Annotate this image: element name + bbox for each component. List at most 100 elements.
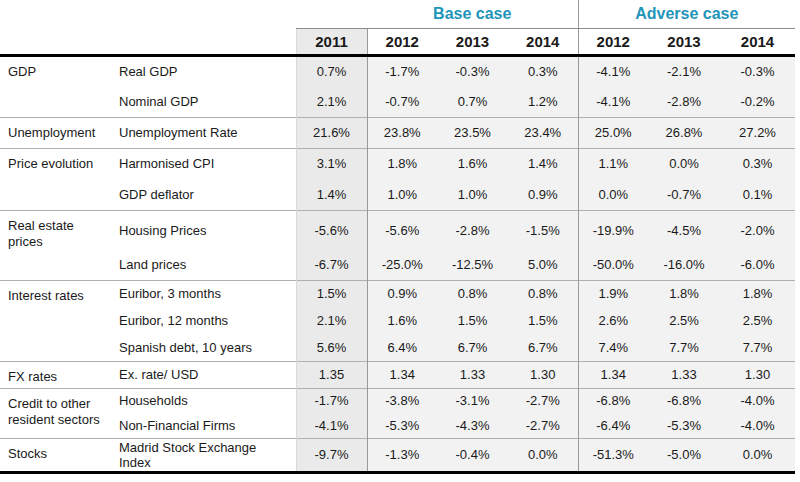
value-cell: 0.9%	[367, 280, 437, 307]
adverse-case-header: Adverse case	[578, 0, 795, 28]
year-header-adverse-2012: 2012	[578, 28, 648, 55]
indicator-label: Madrid Stock Exchange Index	[113, 438, 296, 472]
value-cell: -6.0%	[720, 250, 795, 280]
value-cell: 27.2%	[720, 117, 795, 148]
indicator-label: Real GDP	[113, 55, 296, 86]
value-cell: 2.5%	[648, 307, 720, 334]
value-cell: -1.7%	[367, 55, 437, 86]
scenario-header-row: Base case Adverse case	[0, 0, 795, 28]
value-cell: -6.4%	[578, 413, 648, 438]
value-cell: -0.7%	[367, 86, 437, 117]
year-header-base-2013: 2013	[437, 28, 508, 55]
value-cell: -5.3%	[648, 413, 720, 438]
table-header: Base case Adverse case 2011 2012 2013 20…	[0, 0, 795, 55]
table-body: GDPReal GDP0.7%-1.7%-0.3%0.3%-4.1%-2.1%-…	[0, 55, 795, 472]
category-label: Interest rates	[0, 280, 113, 361]
value-cell: -4.0%	[720, 413, 795, 438]
value-cell: 1.4%	[296, 179, 367, 210]
value-cell: 2.5%	[720, 307, 795, 334]
year-header-row: 2011 2012 2013 2014 2012 2013 2014	[0, 28, 795, 55]
value-cell: -2.8%	[437, 210, 508, 250]
value-cell: -12.5%	[437, 250, 508, 280]
value-cell: 1.34	[367, 361, 437, 388]
table-row: Euribor, 12 months2.1%1.6%1.5%1.5%2.6%2.…	[0, 307, 795, 334]
value-cell: 0.0%	[578, 179, 648, 210]
indicator-label: Euribor, 12 months	[113, 307, 296, 334]
value-cell: -5.0%	[648, 438, 720, 472]
value-cell: -2.7%	[508, 413, 578, 438]
value-cell: 0.1%	[720, 179, 795, 210]
table-row: Land prices-6.7%-25.0%-12.5%5.0%-50.0%-1…	[0, 250, 795, 280]
base-case-header: Base case	[367, 0, 578, 28]
indicator-label: Non-Financial Firms	[113, 413, 296, 438]
indicator-label: Harmonised CPI	[113, 148, 296, 179]
value-cell: -2.8%	[648, 86, 720, 117]
value-cell: -2.0%	[720, 210, 795, 250]
value-cell: 0.0%	[648, 148, 720, 179]
table-row: Nominal GDP2.1%-0.7%0.7%1.2%-4.1%-2.8%-0…	[0, 86, 795, 117]
value-cell: -4.0%	[720, 388, 795, 413]
indicator-label: Spanish debt, 10 years	[113, 334, 296, 361]
scenario-table: Base case Adverse case 2011 2012 2013 20…	[0, 0, 795, 474]
value-cell: -9.7%	[296, 438, 367, 472]
value-cell: -5.3%	[367, 413, 437, 438]
value-cell: -5.6%	[296, 210, 367, 250]
value-cell: 0.8%	[437, 280, 508, 307]
value-cell: -6.7%	[296, 250, 367, 280]
value-cell: 1.8%	[648, 280, 720, 307]
value-cell: -0.3%	[437, 55, 508, 86]
year-header-adverse-2014: 2014	[720, 28, 795, 55]
value-cell: -2.1%	[648, 55, 720, 86]
table-row: Non-Financial Firms-4.1%-5.3%-4.3%-2.7%-…	[0, 413, 795, 438]
value-cell: -1.5%	[508, 210, 578, 250]
value-cell: 1.30	[508, 361, 578, 388]
value-cell: -0.4%	[437, 438, 508, 472]
value-cell: 21.6%	[296, 117, 367, 148]
value-cell: -19.9%	[578, 210, 648, 250]
value-cell: 0.3%	[720, 148, 795, 179]
indicator-label: Households	[113, 388, 296, 413]
indicator-label: Ex. rate/ USD	[113, 361, 296, 388]
year-header-adverse-2013: 2013	[648, 28, 720, 55]
page: { "chart_data": { "type": "table", "titl…	[0, 0, 800, 482]
value-cell: 0.7%	[296, 55, 367, 86]
value-cell: -6.8%	[648, 388, 720, 413]
table-row: Real estate pricesHousing Prices-5.6%-5.…	[0, 210, 795, 250]
category-label: GDP	[0, 55, 113, 117]
table-row: GDP deflator1.4%1.0%1.0%0.9%0.0%-0.7%0.1…	[0, 179, 795, 210]
value-cell: 1.9%	[578, 280, 648, 307]
value-cell: 0.9%	[508, 179, 578, 210]
value-cell: 1.8%	[367, 148, 437, 179]
value-cell: 26.8%	[648, 117, 720, 148]
indicator-label: Euribor, 3 months	[113, 280, 296, 307]
value-cell: 2.6%	[578, 307, 648, 334]
value-cell: 6.7%	[437, 334, 508, 361]
value-cell: 1.5%	[508, 307, 578, 334]
value-cell: 1.6%	[367, 307, 437, 334]
value-cell: -16.0%	[648, 250, 720, 280]
value-cell: -51.3%	[578, 438, 648, 472]
header-spacer	[0, 28, 296, 55]
value-cell: 1.0%	[367, 179, 437, 210]
category-label: Credit to other resident sectors	[0, 388, 113, 438]
value-cell: 2.1%	[296, 86, 367, 117]
value-cell: 1.34	[578, 361, 648, 388]
value-cell: 2.1%	[296, 307, 367, 334]
value-cell: 1.5%	[296, 280, 367, 307]
value-cell: 1.33	[648, 361, 720, 388]
header-spacer-2011	[296, 0, 367, 28]
value-cell: 1.8%	[720, 280, 795, 307]
value-cell: -3.1%	[437, 388, 508, 413]
value-cell: -2.7%	[508, 388, 578, 413]
value-cell: 7.7%	[720, 334, 795, 361]
value-cell: -4.3%	[437, 413, 508, 438]
category-label: Real estate prices	[0, 210, 113, 280]
value-cell: 5.6%	[296, 334, 367, 361]
year-header-base-2014: 2014	[508, 28, 578, 55]
table-row: UnemploymentUnemployment Rate21.6%23.8%2…	[0, 117, 795, 148]
value-cell: 5.0%	[508, 250, 578, 280]
value-cell: 1.5%	[437, 307, 508, 334]
header-spacer	[0, 0, 296, 28]
value-cell: 3.1%	[296, 148, 367, 179]
value-cell: -1.3%	[367, 438, 437, 472]
